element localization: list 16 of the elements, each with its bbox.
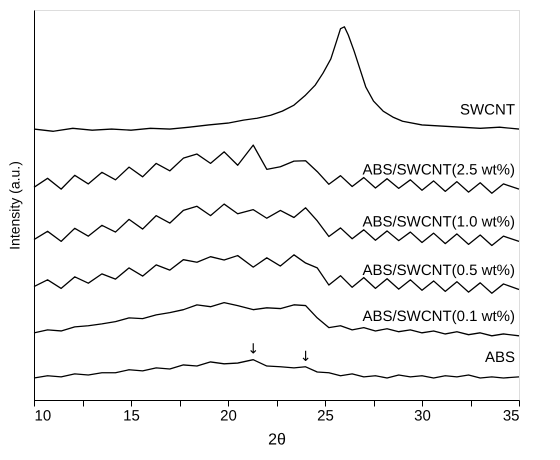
series-label: ABS	[484, 349, 515, 366]
series-label: ABS/SWCNT(1.0 wt%)	[362, 214, 515, 231]
series-label: SWCNT	[460, 101, 515, 118]
x-tick-label: 15	[123, 408, 140, 424]
annotation: ↓	[300, 348, 312, 365]
x-tick-label: 10	[34, 408, 52, 424]
series-label: ABS/SWCNT(2.5 wt%)	[362, 161, 515, 178]
x-tick-label: 25	[317, 408, 334, 424]
x-axis-title: 2θ	[268, 432, 286, 448]
annotation: ↓	[247, 342, 260, 358]
x-tick-label: 20	[220, 408, 237, 424]
series-label: ABS/SWCNT(0.5 wt%)	[362, 262, 515, 279]
y-axis-title: Intensity (a.u.)	[6, 161, 22, 250]
x-tick-label: 30	[414, 408, 431, 424]
x-tick-label: 35	[502, 408, 520, 424]
series-label: ABS/SWCNT(0.1 wt%)	[362, 308, 515, 326]
